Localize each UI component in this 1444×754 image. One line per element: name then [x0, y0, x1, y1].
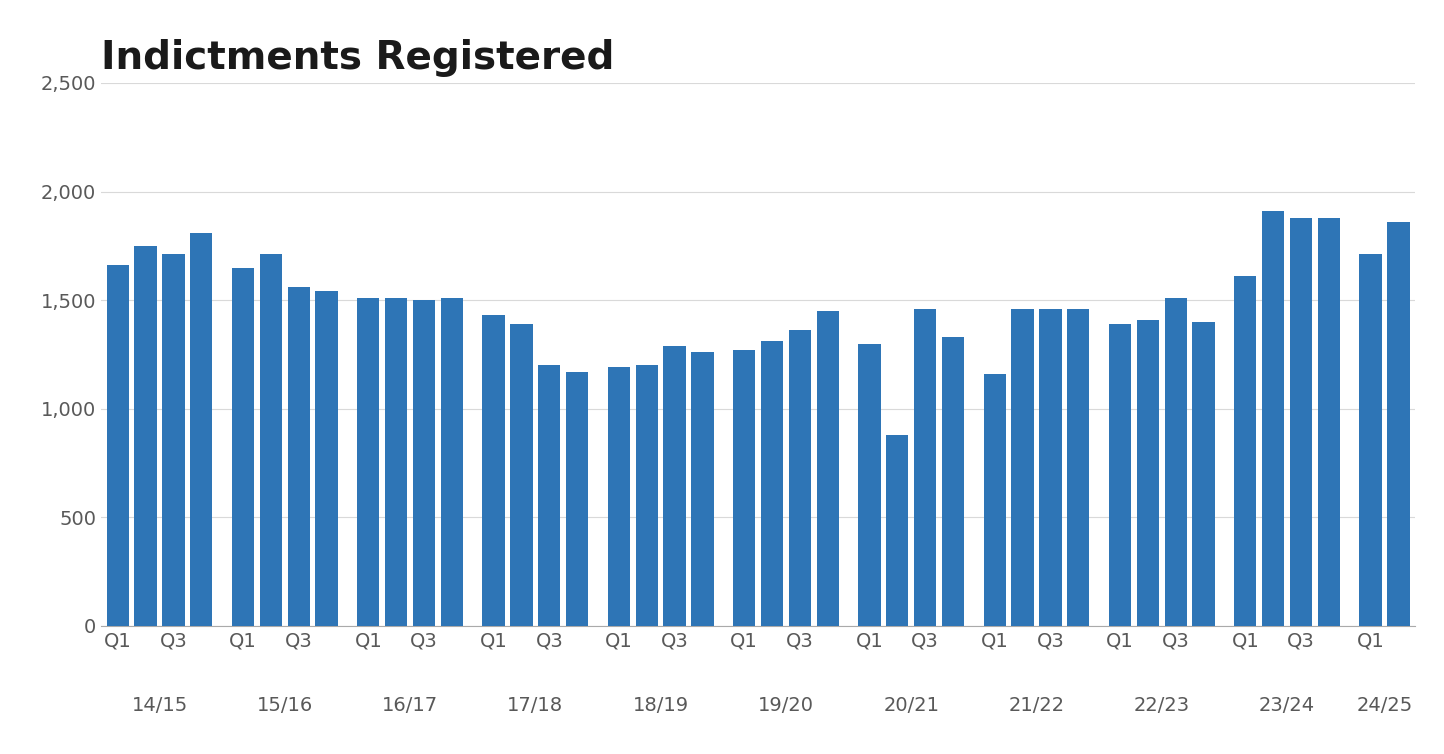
Bar: [1109, 324, 1131, 626]
Bar: [510, 324, 533, 626]
Bar: [1136, 320, 1160, 626]
Bar: [761, 342, 783, 626]
Bar: [566, 372, 588, 626]
Bar: [1193, 322, 1214, 626]
Bar: [260, 255, 282, 626]
Text: 16/17: 16/17: [383, 697, 438, 716]
Text: 21/22: 21/22: [1008, 697, 1064, 716]
Text: 20/21: 20/21: [884, 697, 939, 716]
Text: Indictments Registered: Indictments Registered: [101, 39, 615, 77]
Bar: [1067, 309, 1089, 626]
Text: 22/23: 22/23: [1134, 697, 1190, 716]
Bar: [816, 311, 839, 626]
Bar: [914, 309, 936, 626]
Bar: [107, 265, 129, 626]
Bar: [134, 246, 157, 626]
Text: 23/24: 23/24: [1259, 697, 1315, 716]
Bar: [788, 330, 812, 626]
Bar: [1040, 309, 1061, 626]
Bar: [663, 345, 686, 626]
Bar: [858, 344, 881, 626]
Bar: [440, 298, 464, 626]
Text: 19/20: 19/20: [758, 697, 814, 716]
Bar: [1235, 276, 1256, 626]
Bar: [482, 315, 505, 626]
Text: 15/16: 15/16: [257, 697, 313, 716]
Text: 17/18: 17/18: [507, 697, 563, 716]
Bar: [357, 298, 380, 626]
Bar: [539, 365, 560, 626]
Text: 24/25: 24/25: [1356, 697, 1412, 716]
Bar: [232, 268, 254, 626]
Bar: [386, 298, 407, 626]
Bar: [1388, 222, 1409, 626]
Bar: [887, 435, 908, 626]
Bar: [315, 291, 338, 626]
Bar: [162, 255, 185, 626]
Text: 18/19: 18/19: [632, 697, 689, 716]
Bar: [635, 365, 658, 626]
Bar: [983, 374, 1006, 626]
Text: 14/15: 14/15: [131, 697, 188, 716]
Bar: [1164, 298, 1187, 626]
Bar: [1318, 218, 1340, 626]
Bar: [692, 352, 713, 626]
Bar: [734, 350, 755, 626]
Bar: [1289, 218, 1313, 626]
Bar: [287, 287, 310, 626]
Bar: [191, 233, 212, 626]
Bar: [608, 367, 630, 626]
Bar: [1262, 211, 1284, 626]
Bar: [413, 300, 435, 626]
Bar: [1359, 255, 1382, 626]
Bar: [941, 337, 965, 626]
Bar: [1011, 309, 1034, 626]
